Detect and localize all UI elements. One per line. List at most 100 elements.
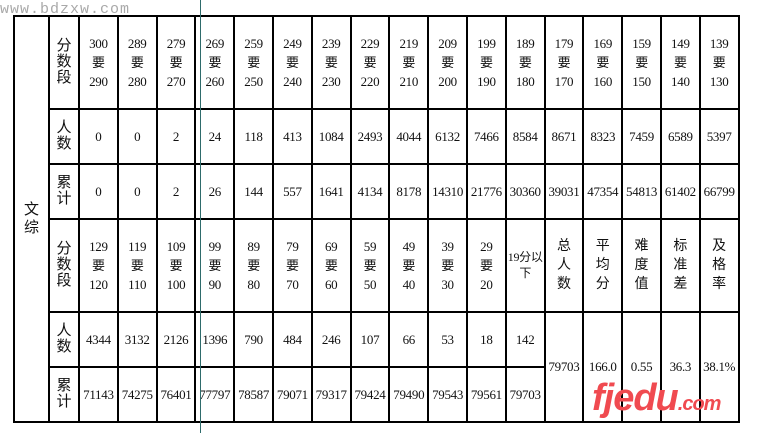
range-high: 289 <box>127 35 147 51</box>
range-cell: 79 要 70 <box>271 217 313 313</box>
range-high: 259 <box>244 35 263 51</box>
count-cell: 142 <box>504 310 546 368</box>
range-high: 179 <box>554 35 574 51</box>
cumulative-cell: 1641 <box>310 162 352 220</box>
cumulative-cell: 30360 <box>504 162 546 220</box>
range-cell: 39 要 30 <box>427 217 468 313</box>
range-low: 160 <box>593 73 613 89</box>
range-sep: 要 <box>92 54 105 70</box>
count-cell: 1396 <box>194 310 236 368</box>
count-cell: 24 <box>194 107 236 165</box>
cumulative-cell: 26 <box>194 162 236 220</box>
count-cell: 3132 <box>116 310 158 368</box>
range-high: 39 <box>441 238 454 254</box>
range-low: 130 <box>709 73 729 89</box>
row-label-cumulative: 累计 <box>48 365 80 424</box>
count-cell: 53 <box>427 310 468 368</box>
range-cell: 279 要 270 <box>155 15 197 110</box>
range-sep: 要 <box>130 257 144 273</box>
count-cell: 18 <box>465 310 507 368</box>
row-label-count: 人数 <box>48 310 80 368</box>
range-high: 229 <box>360 35 380 51</box>
range-sep: 要 <box>518 54 532 70</box>
range-low: 40 <box>402 276 416 292</box>
watermark-top: www.bdzxw.com <box>0 1 131 18</box>
range-high: 109 <box>166 238 186 254</box>
count-cell: 484 <box>271 310 313 368</box>
range-low: 290 <box>89 73 108 89</box>
range-high: 89 <box>247 238 260 254</box>
summary-value: 0.55 <box>621 310 662 424</box>
range-sep: 要 <box>130 54 144 70</box>
range-cell: 69 要 60 <box>310 217 352 313</box>
range-high: 239 <box>321 35 341 51</box>
range-high: 49 <box>402 238 416 254</box>
range-low: 120 <box>89 276 108 292</box>
count-cell: 7459 <box>621 107 662 165</box>
range-high: 199 <box>477 35 496 51</box>
score-distribution-table: 文综 分数段 300 要 290 289 要 280 279 要 270 269 要 260 259 要 250… <box>13 15 740 424</box>
range-low: 150 <box>632 73 651 89</box>
row-label-range: 分数段 <box>48 15 80 110</box>
count-cell: 118 <box>233 107 274 165</box>
range-sep: 要 <box>324 54 338 70</box>
summary-header-text: 平均分 <box>595 238 610 292</box>
range-low: 90 <box>208 276 222 292</box>
range-cell: 169 要 160 <box>582 15 624 110</box>
summary-value: 36.3 <box>659 310 701 424</box>
range-cell: 189 要 180 <box>504 15 546 110</box>
range-sep: 要 <box>674 54 687 70</box>
range-low: 200 <box>438 73 457 89</box>
range-low: 270 <box>166 73 186 89</box>
range-high: 139 <box>709 35 729 51</box>
summary-header: 标准差 <box>659 217 701 313</box>
cumulative-cell: 79424 <box>349 365 391 424</box>
range-sep: 要 <box>247 54 260 70</box>
range-high: 149 <box>671 35 690 51</box>
range-sep: 要 <box>557 54 571 70</box>
range-cell: 249 要 240 <box>271 15 313 110</box>
range-high: 79 <box>286 238 299 254</box>
range-low: 190 <box>477 73 496 89</box>
range-sep: 要 <box>286 54 299 70</box>
range-sep: 要 <box>441 257 454 273</box>
summary-header: 难度值 <box>621 217 662 313</box>
cumulative-cell: 79561 <box>465 365 507 424</box>
range-low: 20 <box>480 276 493 292</box>
row-label-cumulative-text: 累计 <box>56 377 72 410</box>
range-low: 260 <box>205 73 225 89</box>
count-cell: 107 <box>349 310 391 368</box>
summary-header-text: 难度值 <box>634 238 649 292</box>
below-range-cell: 19分以下 <box>504 217 546 313</box>
range-cell: 109 要 100 <box>155 217 197 313</box>
range-cell: 89 要 80 <box>233 217 274 313</box>
range-cell: 29 要 20 <box>465 217 507 313</box>
count-cell: 4344 <box>78 310 119 368</box>
row-label-range-text: 分数段 <box>56 240 72 289</box>
range-high: 99 <box>208 238 222 254</box>
range-cell: 159 要 150 <box>621 15 662 110</box>
cumulative-cell: 54813 <box>621 162 662 220</box>
cumulative-cell: 76401 <box>155 365 197 424</box>
cumulative-cell: 39031 <box>543 162 585 220</box>
count-cell: 6589 <box>659 107 701 165</box>
cumulative-cell: 557 <box>271 162 313 220</box>
count-cell: 246 <box>310 310 352 368</box>
range-high: 129 <box>89 238 108 254</box>
range-high: 69 <box>324 238 338 254</box>
range-high: 119 <box>128 238 147 254</box>
count-cell: 413 <box>271 107 313 165</box>
range-low: 240 <box>283 73 302 89</box>
range-cell: 59 要 50 <box>349 217 391 313</box>
range-high: 209 <box>438 35 457 51</box>
range-high: 159 <box>632 35 651 51</box>
count-cell: 4044 <box>388 107 430 165</box>
row-label-count-text: 人数 <box>56 322 72 355</box>
cumulative-cell: 79071 <box>271 365 313 424</box>
range-sep: 要 <box>402 54 416 70</box>
range-cell: 300 要 290 <box>78 15 119 110</box>
category-label: 文综 <box>13 15 50 423</box>
count-cell: 5397 <box>698 107 740 165</box>
range-low: 100 <box>166 276 186 292</box>
range-high: 300 <box>89 35 108 51</box>
